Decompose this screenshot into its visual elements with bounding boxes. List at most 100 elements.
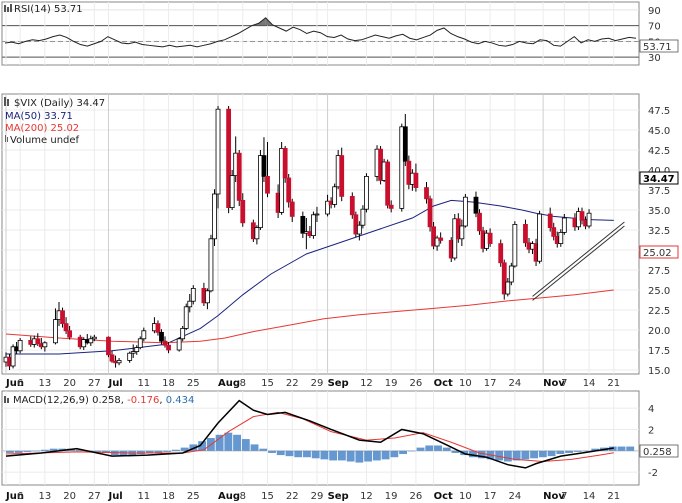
x-axis-tick: 21 xyxy=(607,491,620,502)
rsi-y-tick: 30 xyxy=(648,53,661,64)
macd-title-signal: -0.176 xyxy=(127,395,159,406)
x-axis-tick: 17 xyxy=(484,491,497,502)
candle-body xyxy=(226,108,232,208)
candle-body xyxy=(462,196,468,227)
x-axis-tick: 29 xyxy=(311,378,324,389)
x-axis-tick: 7 xyxy=(561,378,567,389)
x-axis-tick: 21 xyxy=(607,378,620,389)
candle-body xyxy=(551,227,557,237)
candle-body xyxy=(311,214,316,237)
macd-histogram-bar xyxy=(591,448,600,451)
candle-body xyxy=(512,223,518,267)
macd-histogram-bar xyxy=(372,450,381,461)
macd-title: MACD(12,26,9) 0.258, -0.176, 0.434 xyxy=(13,395,194,406)
candle-body xyxy=(261,155,267,177)
x-axis-tick: 25 xyxy=(187,491,200,502)
x-axis-tick: 20 xyxy=(63,491,76,502)
rsi-panel: 90705030 RSI(14) 53.71 53.71 xyxy=(1,1,679,66)
macd-histogram-bar xyxy=(303,450,311,458)
price-y-tick: 15.0 xyxy=(648,366,670,377)
candle-body xyxy=(339,155,345,197)
candle-body xyxy=(10,346,16,367)
candle-body xyxy=(141,330,147,340)
candle-body xyxy=(81,339,87,348)
price-title: $VIX (Daily) 34.47 xyxy=(14,98,105,109)
candle-body xyxy=(155,323,161,333)
x-axis-tick: 13 xyxy=(39,491,52,502)
x-axis-tick: Sep xyxy=(328,491,349,502)
candle-body xyxy=(60,310,65,324)
candle-body xyxy=(176,338,182,351)
x-axis-tick: Jun xyxy=(5,491,24,502)
macd-bar-icon xyxy=(4,396,6,403)
candle-body xyxy=(17,339,23,352)
macd-histogram-bar xyxy=(154,450,163,453)
x-axis-tick: 14 xyxy=(583,491,596,502)
macd-histogram-bar xyxy=(399,450,407,455)
price-y-tick: 20.0 xyxy=(648,326,670,337)
macd-histogram-bar xyxy=(198,441,207,451)
candle-body xyxy=(286,177,292,203)
candle-body xyxy=(42,342,48,348)
x-axis-tick: 29 xyxy=(311,491,324,502)
candle-body xyxy=(137,338,143,348)
price-panel: 47.545.042.540.037.535.032.530.027.525.0… xyxy=(1,93,679,377)
x-axis-tick: 26 xyxy=(410,378,423,389)
macd-value-tag xyxy=(639,444,679,458)
candle-body xyxy=(388,204,394,209)
macd-line-macd xyxy=(5,399,614,469)
x-axis-tick: 8 xyxy=(240,491,246,502)
x-axis-tick: 20 xyxy=(63,378,76,389)
macd-histogram-bar xyxy=(171,449,180,451)
candle-body xyxy=(364,175,369,210)
candle-body xyxy=(332,186,338,205)
macd-histogram-bar xyxy=(259,448,268,451)
price-y-tick: 25.0 xyxy=(648,286,670,297)
volume-legend-icon xyxy=(7,137,8,142)
price-y-tick: 17.5 xyxy=(648,346,670,357)
volume-legend-icon xyxy=(5,135,6,142)
trendline-upper xyxy=(532,221,625,297)
candle-body xyxy=(349,195,355,216)
rsi-y-tick: 70 xyxy=(648,22,661,33)
macd-histogram-bar xyxy=(469,450,477,458)
macd-histogram-bar xyxy=(93,450,102,452)
macd-histogram-bar xyxy=(241,439,250,451)
x-axis-tick: 10 xyxy=(459,491,472,502)
candle-body xyxy=(53,319,58,344)
macd-histogram-bar xyxy=(512,450,521,461)
macd-histogram-bar xyxy=(346,450,355,462)
candle-body xyxy=(360,208,366,226)
candle-body xyxy=(498,243,504,264)
candle-body xyxy=(473,196,479,214)
macd-histogram-bar xyxy=(224,432,233,451)
price-y-tick: 27.5 xyxy=(648,266,670,277)
x-axis-tick: 18 xyxy=(162,491,175,502)
x-axis-tick: 18 xyxy=(162,378,175,389)
candle-body xyxy=(289,201,295,217)
macd-histogram-bar xyxy=(434,445,442,451)
candle-body xyxy=(537,213,542,262)
macd-lines xyxy=(5,399,614,469)
macd-title-sep1: , xyxy=(121,395,127,406)
candle-legend-icon xyxy=(7,99,9,106)
rsi-y-tick: 90 xyxy=(648,6,661,17)
candle-body xyxy=(212,193,217,240)
macd-histogram-bar xyxy=(355,450,364,463)
candle-body xyxy=(63,323,69,332)
candle-body xyxy=(501,262,507,295)
candle-body xyxy=(314,213,320,216)
macd-histogram-bar xyxy=(276,450,285,456)
macd-histogram-bar xyxy=(381,450,390,460)
rsi-bar-icon xyxy=(10,4,12,12)
macd-y-tick: 4 xyxy=(648,404,654,415)
macd-histogram-bar xyxy=(442,447,451,451)
candle-body xyxy=(487,232,493,244)
x-axis-tick: Oct xyxy=(434,378,453,389)
macd-histogram-bar xyxy=(311,450,320,459)
macd-histogram-bar xyxy=(180,447,189,451)
macd-value-label: 0.258 xyxy=(643,447,672,458)
